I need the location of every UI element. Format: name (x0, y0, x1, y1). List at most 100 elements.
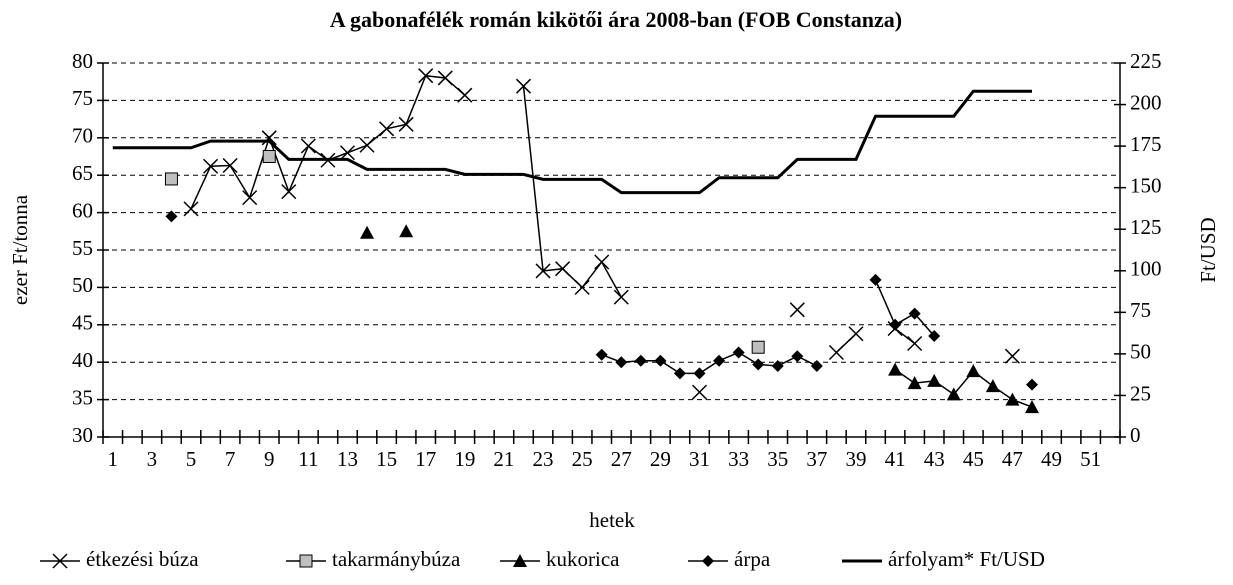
marker (791, 350, 804, 363)
y2-tick-label: 100 (1130, 257, 1162, 281)
y2-axis-title: Ft/USD (1196, 217, 1220, 282)
marker (693, 367, 706, 380)
marker (515, 78, 532, 94)
x-tick-label: 51 (1080, 447, 1101, 471)
marker (164, 172, 178, 186)
marker (654, 354, 667, 367)
marker (398, 116, 414, 132)
x-tick-label: 45 (963, 447, 984, 471)
series-line (874, 279, 935, 337)
series-line (112, 89, 1032, 195)
marker (888, 362, 903, 376)
marker (789, 302, 805, 318)
x-tick-label: 39 (845, 447, 866, 471)
marker (52, 553, 68, 569)
x-tick-label: 15 (376, 447, 397, 471)
x-tick-label: 23 (533, 447, 554, 471)
x-tick-label: 11 (298, 447, 318, 471)
marker (1004, 348, 1020, 364)
marker (555, 261, 571, 277)
y-axis-title: ezer Ft/tonna (8, 194, 32, 305)
y-tick-label: 40 (72, 348, 93, 372)
legend-label: árfolyam* Ft/USD (888, 547, 1045, 571)
x-tick-label: 33 (728, 447, 749, 471)
marker (513, 554, 527, 567)
marker (437, 70, 453, 86)
y-tick-label: 35 (72, 385, 93, 409)
marker (848, 326, 864, 342)
marker (928, 330, 941, 343)
chart-title: A gabonafélék román kikötői ára 2008-ban… (330, 7, 902, 32)
y2-tick-label: 25 (1130, 381, 1151, 405)
marker (594, 254, 610, 270)
marker (615, 356, 628, 369)
marker (771, 359, 784, 372)
y2-tick-label: 225 (1130, 49, 1162, 73)
y2-tick-label: 0 (1130, 423, 1141, 447)
x-tick-label: 35 (767, 447, 788, 471)
legend-label: takarmánybúza (332, 547, 461, 571)
legend-label: kukorica (546, 547, 620, 571)
marker (418, 68, 434, 84)
x-tick-label: 13 (337, 447, 358, 471)
marker (810, 359, 823, 372)
marker (457, 87, 473, 103)
y-tick-label: 65 (72, 161, 93, 185)
y-tick-label: 45 (72, 311, 93, 335)
x-tick-label: 47 (1002, 447, 1023, 471)
marker (595, 348, 608, 361)
marker (360, 225, 375, 239)
y-tick-label: 75 (72, 86, 93, 110)
marker (222, 157, 238, 174)
marker (165, 210, 178, 223)
marker (339, 145, 356, 161)
marker (1024, 400, 1039, 414)
marker (535, 263, 551, 279)
y-tick-label: 50 (72, 273, 93, 297)
marker (966, 364, 981, 378)
y2-tick-label: 175 (1130, 132, 1162, 156)
x-tick-label: 9 (264, 447, 275, 471)
x-tick-label: 43 (924, 447, 945, 471)
marker (379, 121, 395, 137)
marker (752, 358, 765, 371)
y-tick-label: 30 (72, 423, 93, 447)
x-tick-label: 49 (1041, 447, 1062, 471)
y-tick-label: 55 (72, 236, 93, 260)
marker (751, 340, 765, 354)
marker (673, 367, 686, 380)
x-tick-label: 1 (108, 447, 119, 471)
marker (946, 387, 961, 401)
marker (985, 379, 1000, 393)
marker (889, 318, 902, 331)
marker (300, 138, 316, 154)
marker (908, 307, 921, 320)
marker (281, 184, 297, 200)
series-line (522, 86, 622, 298)
x-tick-label: 29 (650, 447, 671, 471)
marker (927, 373, 942, 387)
marker (907, 335, 923, 352)
x-tick-label: 21 (493, 447, 514, 471)
y2-tick-label: 200 (1130, 90, 1162, 114)
y2-tick-label: 150 (1130, 173, 1162, 197)
marker (613, 289, 629, 305)
marker (359, 137, 375, 153)
marker (1005, 392, 1020, 406)
x-tick-label: 37 (806, 447, 827, 471)
x-tick-label: 25 (572, 447, 593, 471)
marker (691, 384, 708, 400)
marker (907, 376, 922, 390)
marker (574, 279, 590, 295)
y2-tick-label: 50 (1130, 340, 1151, 364)
y2-tick-label: 125 (1130, 215, 1162, 239)
marker (183, 201, 199, 217)
marker (203, 158, 219, 174)
marker (262, 150, 276, 163)
x-tick-label: 41 (885, 447, 906, 471)
series-line (601, 351, 818, 375)
marker (1025, 378, 1038, 391)
x-tick-label: 19 (454, 447, 475, 471)
marker (732, 346, 745, 359)
marker (299, 554, 313, 568)
